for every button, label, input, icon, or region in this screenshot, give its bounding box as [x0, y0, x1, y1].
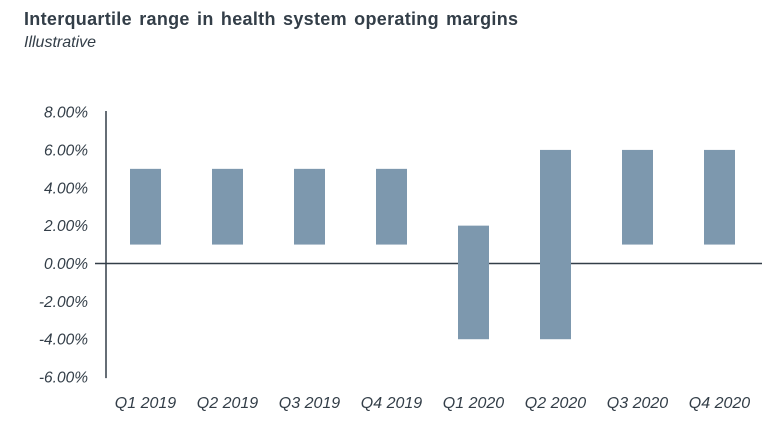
x-axis-label: Q3 2019 [279, 395, 340, 412]
x-axis-label: Q4 2020 [689, 395, 750, 412]
range-bar [130, 168, 161, 245]
range-bar [376, 168, 407, 245]
x-axis-label: Q1 2019 [115, 395, 176, 412]
range-bar [622, 149, 653, 245]
y-tick-label: 0.00% [44, 256, 88, 273]
range-bar [704, 149, 735, 245]
chart-title: Interquartile range in health system ope… [24, 9, 519, 29]
y-tick-label: -6.00% [39, 370, 88, 387]
y-tick-label: 4.00% [44, 180, 88, 197]
x-axis-label: Q1 2020 [443, 395, 504, 412]
range-bar [294, 168, 325, 245]
range-bar [212, 168, 243, 245]
x-axis-label: Q4 2019 [361, 395, 422, 412]
range-bar [540, 149, 571, 340]
range-bar [458, 225, 489, 340]
x-axis-label: Q2 2019 [197, 395, 258, 412]
x-axis-label: Q2 2020 [525, 395, 586, 412]
y-tick-label: 6.00% [44, 142, 88, 159]
chart-subtitle: Illustrative [24, 34, 97, 51]
y-tick-label: 8.00% [44, 105, 88, 122]
y-tick-label: -4.00% [39, 332, 88, 349]
y-tick-label: -2.00% [39, 294, 88, 311]
y-tick-label: 2.00% [43, 218, 88, 235]
x-axis-label: Q3 2020 [607, 395, 668, 412]
